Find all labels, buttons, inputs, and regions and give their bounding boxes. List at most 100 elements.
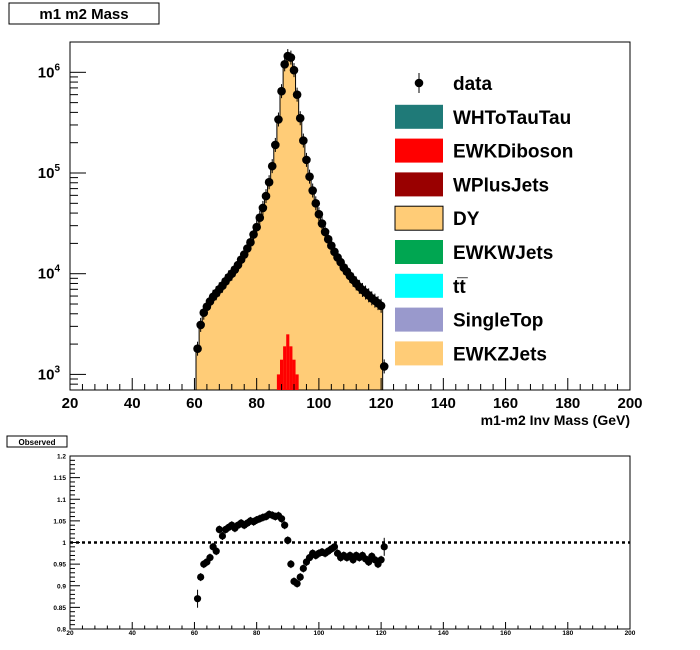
x-tick-label: 20: [62, 395, 79, 412]
legend-label: DY: [453, 209, 480, 230]
data-point: [317, 219, 327, 228]
x-tick-label: 120: [369, 395, 394, 412]
ratio-title-box: [6, 435, 68, 448]
data-point: [379, 362, 389, 371]
data-point: [289, 65, 299, 75]
ratio-point: [206, 554, 214, 562]
x-axis: 20 40 60 80 100 120 140 160 180 200: [62, 378, 643, 412]
ratio-point: [215, 525, 223, 534]
x-tick-label: 160: [493, 395, 518, 412]
ratio-point: [212, 547, 220, 555]
ratio-frame: [69, 455, 631, 630]
data-point: [280, 60, 289, 69]
x-tick-label: 60: [186, 395, 203, 412]
x-tick-label: 100: [306, 395, 331, 412]
data-point: [277, 86, 286, 96]
diboson-bar: [283, 346, 287, 390]
ratio-y-tick-label: 1.05: [53, 518, 66, 525]
ratio-y-tick-label: 1: [62, 540, 66, 547]
ratio-y-axis: 0.8 0.85 0.9 0.95 1 1.05 1.1 1.15 1.2: [53, 454, 80, 634]
legend-swatch: [395, 341, 443, 366]
legend-swatch: [395, 307, 443, 332]
ratio-y-tick-label: 0.85: [53, 605, 66, 612]
data-point: [255, 213, 265, 222]
data-point: [376, 301, 386, 311]
data-point: [196, 320, 205, 330]
legend-swatch: [395, 104, 443, 129]
ratio-point: [330, 543, 339, 551]
legend-label: EWKWJets: [453, 243, 553, 264]
data-point: [295, 113, 305, 123]
ratio-x-tick-label: 160: [500, 630, 511, 637]
data-point: [292, 90, 302, 99]
x-tick-label: 200: [617, 395, 642, 412]
data-point: [193, 344, 202, 353]
data-point: [252, 222, 261, 232]
ratio-point: [281, 521, 289, 529]
data-point: [249, 230, 258, 239]
ratio-x-axis: 20 40 60 80 100 120 140 160 180 200: [66, 622, 636, 637]
ratio-x-tick-label: 40: [129, 630, 137, 637]
x-tick-label: 40: [124, 395, 141, 412]
data-point: [267, 161, 277, 171]
ratio-point: [193, 595, 202, 603]
data-point: [271, 140, 280, 150]
y-tick-label: 106: [38, 62, 61, 81]
ratio-y-tick-label: 0.8: [57, 627, 66, 634]
ratio-x-tick-label: 60: [191, 630, 199, 637]
data-point: [311, 199, 321, 208]
diboson-bar: [295, 374, 299, 390]
ratio-x-tick-label: 80: [253, 630, 261, 637]
legend-label: EWKZJets: [453, 344, 547, 365]
ratio-point: [380, 543, 388, 551]
ratio-x-tick-label: 140: [438, 630, 449, 637]
data-point: [286, 53, 296, 62]
x-axis-label: m1-m2 Inv Mass (GeV): [481, 412, 630, 428]
legend-label: SingleTop: [453, 311, 543, 332]
legend-swatch: [395, 240, 443, 264]
ratio-point: [377, 556, 385, 564]
ratio-point: [299, 564, 307, 573]
ratio-point: [293, 579, 301, 588]
diboson-bar: [280, 359, 284, 390]
data-point: [261, 191, 271, 201]
title-box: [8, 2, 160, 25]
ratio-title: Observed: [19, 438, 56, 447]
y-tick-label: 105: [38, 163, 61, 182]
ratio-point: [277, 515, 286, 523]
data-point: [258, 203, 268, 213]
ratio-y-tick-label: 1.1: [57, 497, 66, 504]
data-point: [314, 209, 324, 219]
data-point: [305, 172, 314, 181]
legend-label: data: [453, 74, 493, 95]
ratio-x-tick-label: 200: [625, 630, 636, 637]
ratio-point: [218, 532, 227, 540]
y-tick-label: 103: [38, 364, 61, 383]
legend-marker: [414, 78, 424, 88]
diboson-bar: [286, 334, 290, 390]
ratio-point: [287, 560, 295, 568]
legend-label: tt̅: [453, 277, 468, 298]
diboson-bar: [276, 374, 280, 390]
data-points: [193, 49, 389, 374]
legend-label: WHToTauTau: [453, 108, 571, 129]
diboson-histogram: [276, 334, 299, 390]
data-point: [323, 234, 333, 244]
ratio-point: [284, 536, 292, 544]
data-point: [308, 186, 317, 195]
data-point: [246, 238, 255, 247]
ratio-point: [365, 558, 373, 566]
legend-swatch: [395, 138, 443, 163]
y-axis: 103 104 105 106: [38, 41, 86, 391]
data-point: [320, 227, 330, 237]
ratio-x-tick-label: 20: [66, 630, 74, 637]
y-tick-label: 104: [38, 264, 61, 283]
top-panel: m1 m2 Mass 20 40 60 80 100 120 140 160 180 200 10…: [8, 2, 643, 428]
legend-swatch: [394, 205, 444, 231]
data-point: [302, 155, 311, 165]
data-point: [264, 177, 274, 187]
x-tick-label: 180: [555, 395, 580, 412]
ratio-y-tick-label: 0.9: [57, 583, 66, 590]
ratio-x-tick-label: 180: [562, 630, 573, 637]
